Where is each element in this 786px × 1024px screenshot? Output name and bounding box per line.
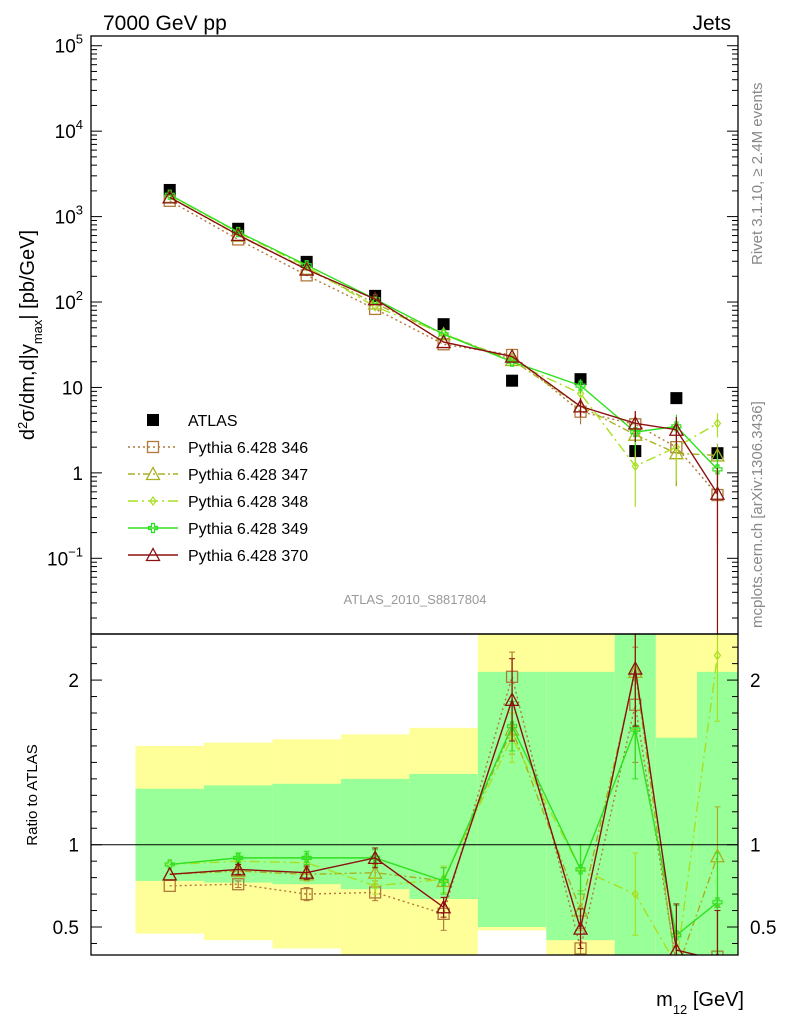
legend-label-pythia-6-428-346: Pythia 6.428 346 (188, 440, 308, 457)
main-y-tick-label: 10 (62, 378, 83, 399)
main-point-pythia-6-428-348 (672, 442, 681, 453)
ratio-point-pythia-6-428-370 (436, 899, 452, 914)
ratio-y-axis-label: Ratio to ATLAS (24, 744, 41, 845)
main-point-pythia-6-428-349 (712, 464, 723, 475)
main-point-pythia-6-428-348 (631, 461, 640, 472)
main-point-pythia-6-428-370 (162, 189, 178, 204)
ratio-point-pythia-6-428-349 (438, 875, 449, 887)
ratio-y-ticks: 2 2 1 1 0.5 0.5 (53, 646, 776, 944)
ratio-series-line-pythia-6-428-348 (169, 655, 719, 955)
ratio-point-pythia-6-428-349 (671, 930, 682, 941)
main-point-pythia-6-428-348 (371, 301, 379, 312)
main-point-pythia-6-428-370 (367, 291, 383, 306)
main-point-pythia-6-428-347 (367, 295, 383, 310)
legend-marker-pythia-6-428-346 (146, 440, 160, 454)
ratio-point-pythia-6-428-370 (162, 866, 178, 881)
header-left-label: 7000 GeV pp (103, 12, 227, 35)
main-point-pythia-6-428-370 (299, 261, 315, 276)
ratio-point-pythia-6-428-348 (631, 889, 640, 900)
ratio-point-pythia-6-428-370 (504, 691, 520, 706)
ratio-point-pythia-6-428-370 (572, 920, 589, 935)
ratio-point-pythia-6-428-349 (233, 852, 244, 863)
legend-marker-pythia-6-428-370 (145, 547, 161, 562)
ratio-y-tick-label: 2 (68, 671, 79, 692)
main-series-layer (162, 183, 726, 634)
x-axis-label: m12 [GeV] (656, 989, 744, 1017)
legend-label-pythia-6-428-347: Pythia 6.428 347 (188, 467, 308, 484)
ratio-y-tick-label: 1 (68, 836, 79, 857)
main-point-pythia-6-428-370 (709, 485, 726, 500)
main-y-tick-label: 105 (55, 32, 83, 58)
ratio-y-tick-label-right: 0.5 (750, 918, 776, 939)
legend-marker-pythia-6-428-349 (147, 522, 159, 534)
main-point-pythia-6-428-349 (575, 380, 586, 391)
main-y-tick-label: 104 (55, 117, 83, 143)
ratio-point-pythia-6-428-370 (367, 850, 383, 865)
ratio-point-pythia-6-428-349 (630, 724, 641, 735)
main-y-tick-label: 10−1 (47, 544, 83, 570)
ratio-point-pythia-6-428-347 (230, 863, 246, 878)
ratio-point-pythia-6-428-370 (299, 864, 315, 879)
ratio-series-line-pythia-6-428-370 (169, 668, 700, 955)
ratio-panel-frame (90, 633, 739, 956)
main-y-axis-label: d2σ/dm,d|ymax| [pb/GeV] (15, 230, 45, 440)
ratio-point-pythia-6-428-346 (300, 887, 313, 901)
legend-label-pythia-6-428-348: Pythia 6.428 348 (188, 494, 308, 511)
ratio-series-line-pythia-6-428-347 (169, 671, 719, 955)
main-point-pythia-6-428-348 (302, 261, 311, 272)
ratio-y-tick-label-right: 2 (750, 671, 761, 692)
legend-label-pythia-6-428-349: Pythia 6.428 349 (188, 521, 308, 538)
main-point-pythia-6-428-370 (668, 421, 684, 436)
ratio-point-pythia-6-428-349 (301, 852, 312, 863)
ratio-point-pythia-6-428-349 (164, 859, 175, 870)
main-y-tick-label: 102 (55, 288, 83, 314)
main-y-tick-label: 103 (55, 203, 83, 229)
ratio-point-pythia-6-428-349 (370, 852, 381, 863)
ratio-point-pythia-6-428-370 (230, 861, 246, 876)
legend-marker-pythia-6-428-348 (149, 496, 157, 506)
main-point-atlas (506, 374, 519, 387)
main-series-line-pythia-6-428-370 (169, 196, 719, 495)
main-point-pythia-6-428-348 (713, 418, 722, 429)
ratio-point-pythia-6-428-349 (575, 864, 586, 875)
main-point-pythia-6-428-370 (436, 334, 452, 349)
ratio-y-tick-label: 0.5 (53, 918, 79, 939)
ratio-band-inner (135, 788, 204, 881)
main-point-pythia-6-428-348 (576, 388, 585, 399)
ratio-point-pythia-6-428-349 (712, 897, 723, 908)
legend-label-pythia-6-428-370: Pythia 6.428 370 (188, 548, 308, 565)
header-right-label: Jets (692, 12, 731, 35)
ratio-point-pythia-6-428-370 (627, 660, 643, 675)
ratio-point-pythia-6-428-370 (669, 942, 684, 955)
legend-label-atlas: ATLAS (188, 413, 238, 430)
main-point-pythia-6-428-370 (230, 227, 246, 242)
ratio-point-pythia-6-428-348 (371, 880, 379, 891)
ratio-point-pythia-6-428-346 (232, 878, 245, 891)
legend-marker-atlas (147, 414, 159, 426)
ratio-point-pythia-6-428-348 (713, 650, 722, 661)
analysis-id-label: ATLAS_2010_S8817804 (344, 592, 487, 607)
legend-marker-pythia-6-428-347 (145, 466, 161, 481)
rivet-version-label: Rivet 3.1.10, ≥ 2.4M events (749, 83, 766, 266)
main-point-atlas (670, 392, 683, 405)
main-point-pythia-6-428-349 (506, 356, 518, 367)
legend: ATLAS Pythia 6.428 346 Pythia 6.428 347 Pyt… (128, 413, 308, 565)
main-point-pythia-6-428-370 (572, 398, 589, 413)
main-point-pythia-6-428-349 (630, 427, 641, 438)
main-series-line-pythia-6-428-349 (169, 194, 718, 470)
mcplots-label: mcplots.cern.ch [arXiv:1306.3436] (749, 401, 766, 628)
main-point-pythia-6-428-370 (627, 415, 643, 430)
ratio-y-tick-label-right: 1 (750, 836, 761, 857)
main-y-tick-label: 1 (72, 464, 83, 485)
ratio-point-pythia-6-428-347 (299, 866, 315, 881)
ratio-point-pythia-6-428-349 (506, 721, 518, 732)
main-point-pythia-6-428-370 (504, 348, 520, 363)
